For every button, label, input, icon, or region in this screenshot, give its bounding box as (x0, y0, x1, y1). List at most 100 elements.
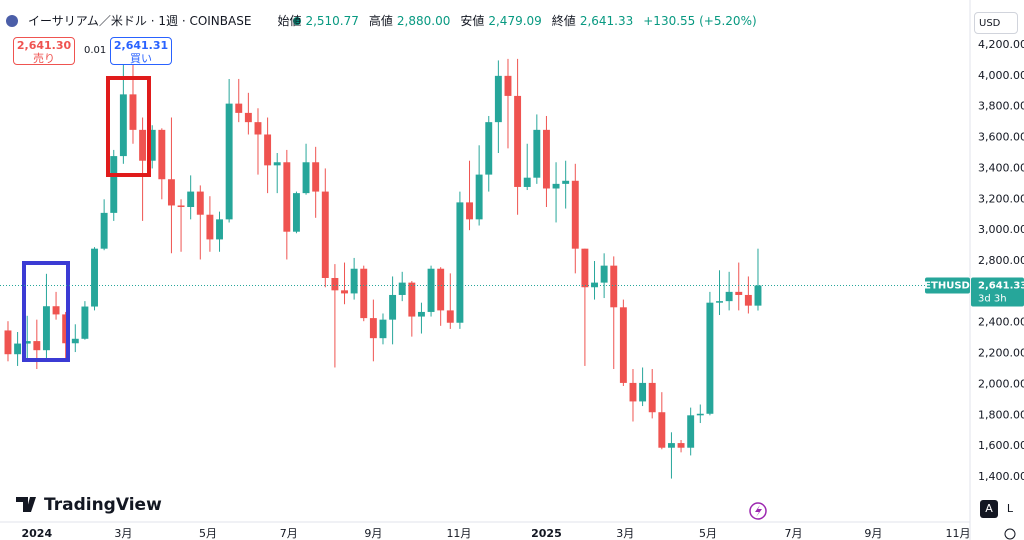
ohlc-label: 終値 (551, 14, 576, 28)
candle-body (667, 443, 675, 448)
candle-body (725, 291, 733, 302)
candle-body (52, 306, 60, 315)
y-tick-label: 3,000.00 (978, 223, 1024, 236)
candle-body (619, 307, 627, 383)
log-scale-button[interactable]: L (1006, 502, 1014, 515)
candle-body (369, 318, 377, 339)
ohlc-value: 2,510.77 (305, 13, 359, 28)
y-tick-label: 1,800.00 (978, 408, 1024, 421)
logo-mark (16, 497, 36, 512)
candle-body (62, 314, 70, 344)
candle-body (312, 162, 320, 192)
ohlc-label: 高値 (368, 14, 393, 28)
candle-body (187, 191, 195, 208)
candle-body (408, 282, 416, 317)
buy-button[interactable]: 2,641.31 買い (110, 37, 172, 65)
price-tag-label: 2,641.33 (978, 280, 1024, 291)
spread: 0.01 (84, 45, 107, 56)
y-tick-label: 3,400.00 (978, 161, 1024, 174)
candle-body (331, 277, 339, 291)
candle-body (629, 382, 637, 402)
ohlc-label: 始値 (277, 14, 302, 28)
header: イーサリアム／米ドル · 1週 · COINBASE 始値 2,510.77 高値… (28, 12, 763, 29)
candle-body (658, 412, 666, 448)
candle-body (735, 291, 743, 295)
ohlc-value: 2,880.00 (396, 13, 451, 28)
highlight-box (22, 261, 70, 362)
symbol-tag (925, 277, 970, 294)
candle-body (129, 94, 137, 130)
candle-body (148, 129, 156, 161)
candle-body (206, 214, 214, 240)
candle-body (110, 156, 118, 213)
ohlc-value: 2,479.09 (488, 13, 542, 28)
candle-body (235, 103, 243, 113)
candle-body (571, 180, 579, 249)
symbol-title: イーサリアム／米ドル · 1週 · COINBASE (28, 14, 252, 28)
ohlc-value: 2,641.33 (579, 13, 634, 28)
change: +130.55 (+5.20%) (643, 13, 757, 28)
buy-price: 2,641.31 (113, 39, 169, 52)
currency-button[interactable]: USD (974, 12, 1018, 34)
candle-body (302, 162, 310, 194)
auto-scale-button[interactable]: A (980, 500, 998, 518)
x-tick-label: 3月 (616, 527, 634, 540)
candle-body (341, 290, 348, 294)
candle-body (177, 205, 185, 208)
x-tick-label: 7月 (280, 527, 298, 540)
x-tick-label: 5月 (199, 527, 217, 540)
candle-body (100, 212, 108, 249)
candle-body (639, 382, 647, 402)
alert-icon[interactable] (749, 502, 767, 520)
candle-body (42, 306, 50, 351)
y-tick-label: 1,600.00 (978, 439, 1024, 452)
candle-body (677, 443, 685, 448)
candle-body (23, 341, 31, 344)
candle-body (696, 413, 704, 416)
candle-body (14, 343, 22, 355)
candle-body (744, 294, 752, 306)
candle-body (417, 311, 425, 317)
candle-body (437, 268, 445, 311)
status-dot (293, 17, 301, 25)
candle-body (225, 103, 233, 220)
settings-icon[interactable] (1004, 528, 1016, 540)
x-tick-label: 2025 (531, 527, 562, 540)
candle-body (591, 282, 598, 288)
y-tick-label: 2,200.00 (978, 347, 1024, 360)
candle-body (264, 134, 272, 166)
candle-body (687, 415, 695, 448)
y-tick-label: 2,800.00 (978, 254, 1024, 267)
candle-body (716, 301, 723, 303)
candle-body (533, 129, 541, 178)
candle-body (475, 174, 483, 220)
plot (4, 58, 762, 479)
candle-body (360, 268, 368, 319)
logo-text: TradingView (44, 495, 162, 515)
candle-body (254, 122, 262, 135)
candle-body (648, 382, 656, 413)
candle-body (427, 268, 435, 312)
x-tick-label: 5月 (699, 527, 717, 540)
candle-body (581, 248, 589, 288)
countdown: 3d 3h (978, 293, 1007, 304)
sell-button[interactable]: 2,641.30 売り (13, 37, 75, 65)
candle-body (466, 202, 473, 220)
candle-body (196, 191, 204, 215)
candle-body (610, 265, 618, 308)
x-tick-label: 9月 (864, 527, 882, 540)
candle-body (706, 302, 714, 414)
candle-body (91, 248, 98, 307)
candle-body (139, 129, 147, 161)
y-tick-label: 2,400.00 (978, 316, 1024, 329)
candle-body (321, 191, 329, 278)
candle-body (456, 202, 464, 323)
candle-body (446, 310, 454, 323)
y-tick-label: 3,200.00 (978, 192, 1024, 205)
candle-body (398, 282, 406, 295)
candle-body (167, 179, 175, 206)
buy-label: 買い (130, 52, 152, 65)
candle-body (504, 75, 512, 96)
